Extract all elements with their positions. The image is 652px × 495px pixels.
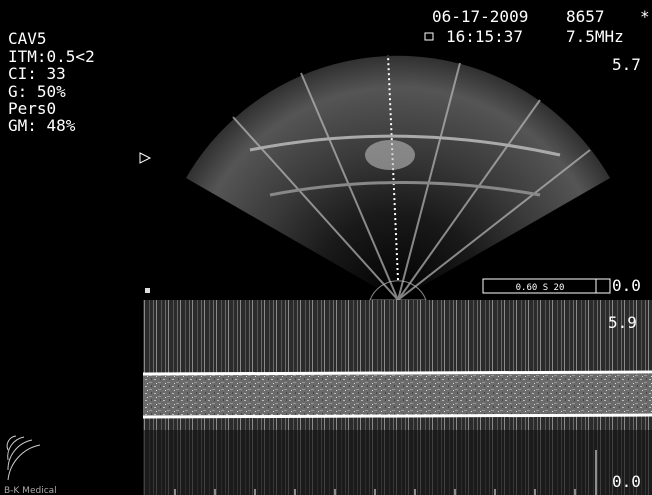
- velocity-max: 5.9: [608, 313, 637, 332]
- clock-icon: [424, 32, 434, 41]
- focus-marker: [139, 152, 152, 164]
- setting: GM: 48%: [8, 116, 76, 135]
- scale-box-end: [595, 278, 611, 294]
- doppler-lower: [143, 430, 652, 495]
- setting: ITM:0.5<2: [8, 47, 95, 66]
- envelope-line: [142, 370, 652, 376]
- time-ticks: [174, 489, 576, 495]
- doppler-flow: [143, 374, 652, 416]
- setting: Pers0: [8, 99, 56, 118]
- frequency: 7.5MHz: [566, 27, 624, 46]
- setting: G: 50%: [8, 82, 66, 101]
- vessel-wall: [249, 134, 561, 157]
- exam-id: 8657: [566, 7, 605, 26]
- scale-label: 0.60 S 20: [516, 283, 565, 293]
- probe-icon: [6, 435, 41, 481]
- setting: CAV5: [8, 29, 47, 48]
- depth: 5.7: [612, 55, 641, 74]
- vessel-wall: [269, 181, 541, 197]
- brand: B-K Medical: [4, 486, 57, 495]
- marker: [145, 288, 150, 293]
- velocity-zero: 0.0: [612, 276, 641, 295]
- flow-region: [365, 140, 415, 170]
- setting: CI: 33: [8, 64, 66, 83]
- time: 16:15:37: [446, 27, 523, 46]
- header-mark: *: [640, 7, 650, 26]
- velocity-zero: 0.0: [612, 472, 641, 491]
- date: 06-17-2009: [432, 7, 528, 26]
- sector-image: [186, 55, 610, 301]
- envelope-line: [142, 413, 652, 419]
